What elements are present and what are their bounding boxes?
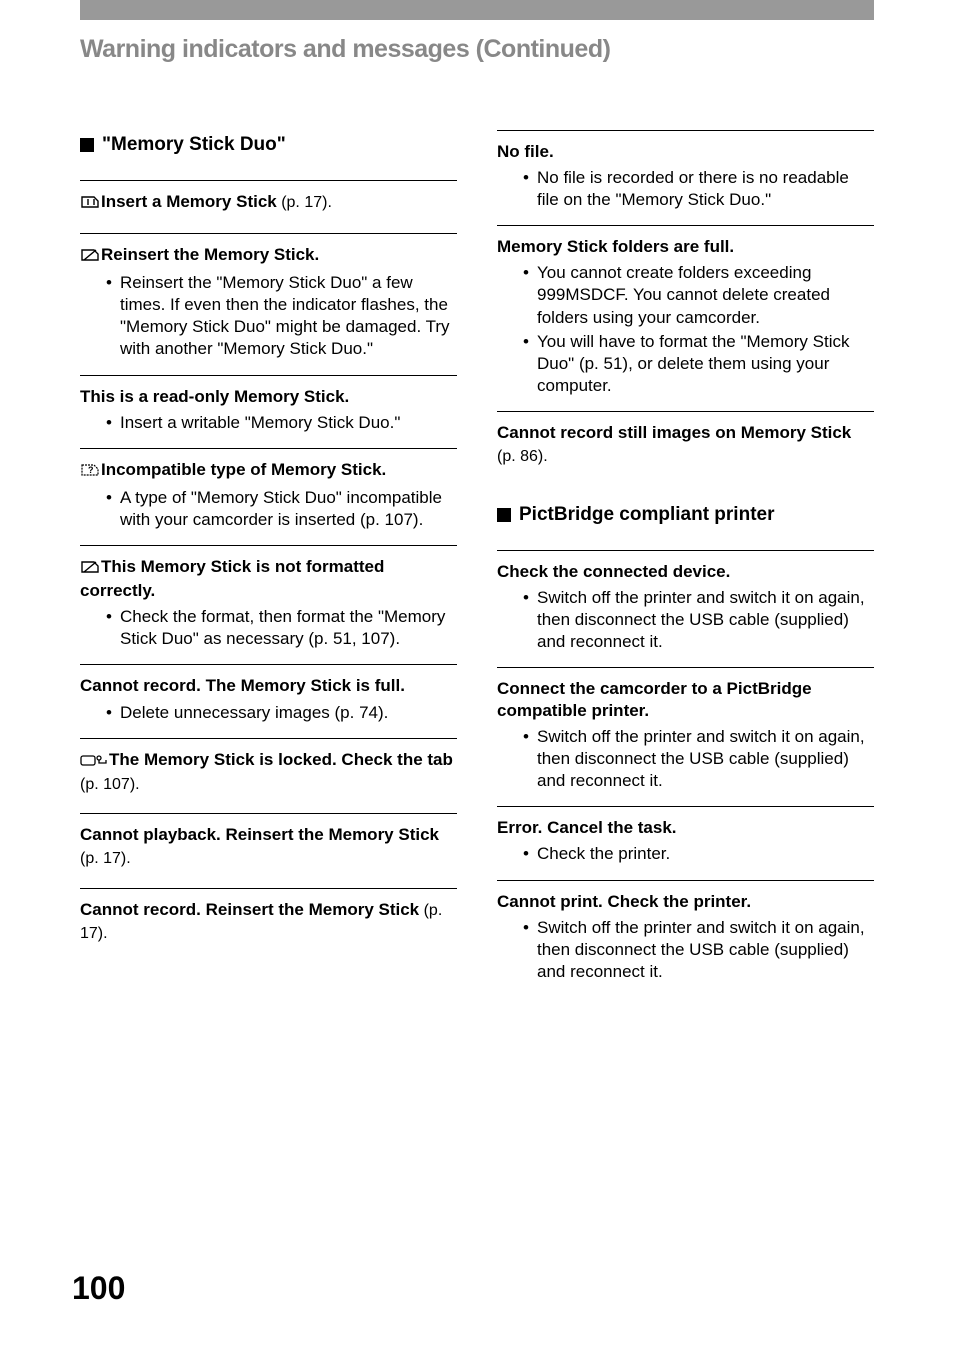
bullet-list: Switch off the printer and switch it on … [497, 726, 874, 792]
entry: ? Incompatible type of Memory Stick. A t… [80, 448, 457, 545]
entry-title-text: Check the connected device. [497, 562, 730, 581]
entry-ref: (p. 17). [277, 194, 332, 211]
page-number: 100 [72, 1270, 125, 1307]
entry: Insert a Memory Stick (p. 17). [80, 180, 457, 233]
entry-title: Cannot record still images on Memory Sti… [497, 422, 874, 468]
bullet-item: Delete unnecessary images (p. 74). [120, 702, 457, 724]
bullet-list: You cannot create folders exceeding 999M… [497, 262, 874, 397]
content-area: "Memory Stick Duo" Insert a Memory Stick… [80, 130, 874, 997]
entry-title-text: Cannot print. Check the printer. [497, 892, 751, 911]
entry-title-text: Incompatible type of Memory Stick. [101, 460, 386, 479]
svg-text:?: ? [88, 465, 94, 475]
left-column: "Memory Stick Duo" Insert a Memory Stick… [80, 130, 457, 997]
entry-title: This is a read-only Memory Stick. [80, 386, 457, 408]
entry-title-text: This Memory Stick is not formatted corre… [80, 557, 384, 600]
entry: Connect the camcorder to a PictBridge co… [497, 667, 874, 806]
entry-title: Cannot print. Check the printer. [497, 891, 874, 913]
bullet-item: Reinsert the "Memory Stick Duo" a few ti… [120, 272, 457, 360]
entry-ref: (p. 107). [80, 776, 140, 793]
bullet-item: No file is recorded or there is no reada… [537, 167, 874, 211]
entry-title-text: Memory Stick folders are full. [497, 237, 734, 256]
entry-title: Error. Cancel the task. [497, 817, 874, 839]
entry-ref: (p. 17). [80, 850, 131, 867]
bullet-item: Check the format, then format the "Memor… [120, 606, 457, 650]
entry-title: ? Incompatible type of Memory Stick. [80, 459, 457, 483]
entry-title-text: Connect the camcorder to a PictBridge co… [497, 679, 812, 720]
entry: Reinsert the Memory Stick. Reinsert the … [80, 233, 457, 374]
bullet-list: Reinsert the "Memory Stick Duo" a few ti… [80, 272, 457, 360]
entry-title: Reinsert the Memory Stick. [80, 244, 457, 268]
nowrite-icon [80, 246, 100, 268]
bullet-item: Switch off the printer and switch it on … [537, 726, 874, 792]
entry-title-text: Cannot record. Reinsert the Memory Stick [80, 900, 419, 919]
section-heading-text: "Memory Stick Duo" [102, 134, 286, 156]
entry-title-text: Cannot record. The Memory Stick is full. [80, 676, 405, 695]
bullet-list: Delete unnecessary images (p. 74). [80, 702, 457, 724]
section-heading-pictbridge: PictBridge compliant printer [497, 504, 874, 526]
entry-title-text: Cannot playback. Reinsert the Memory Sti… [80, 825, 439, 844]
bullet-item: Switch off the printer and switch it on … [537, 587, 874, 653]
section-heading-text: PictBridge compliant printer [519, 504, 774, 526]
bullet-item: A type of "Memory Stick Duo" incompatibl… [120, 487, 457, 531]
entry-title: Cannot playback. Reinsert the Memory Sti… [80, 824, 457, 870]
unknown-icon: ? [80, 461, 100, 483]
bullet-item: Check the printer. [537, 843, 874, 865]
page-title: Warning indicators and messages (Continu… [80, 35, 610, 64]
section-heading-memory-stick: "Memory Stick Duo" [80, 134, 457, 156]
bullet-list: A type of "Memory Stick Duo" incompatibl… [80, 487, 457, 531]
entry-title: Cannot record. The Memory Stick is full. [80, 675, 457, 697]
entry-title: Memory Stick folders are full. [497, 236, 874, 258]
entry: Check the connected device. Switch off t… [497, 550, 874, 667]
entry-title-text: No file. [497, 142, 554, 161]
entry-ref: (p. 86). [497, 448, 548, 465]
square-bullet-icon [497, 508, 511, 522]
entry-title-text: Insert a Memory Stick [101, 192, 277, 211]
entry: Cannot print. Check the printer. Switch … [497, 880, 874, 997]
entry: No file. No file is recorded or there is… [497, 130, 874, 225]
entry-title-text: The Memory Stick is locked. Check the ta… [109, 750, 453, 769]
entry: Memory Stick folders are full. You canno… [497, 225, 874, 411]
entry: Cannot record still images on Memory Sti… [497, 411, 874, 500]
bullet-list: Switch off the printer and switch it on … [497, 587, 874, 653]
entry-title: The Memory Stick is locked. Check the ta… [80, 749, 457, 796]
bullet-item: Insert a writable "Memory Stick Duo." [120, 412, 457, 434]
bullet-list: Check the printer. [497, 843, 874, 865]
entry-title: Check the connected device. [497, 561, 874, 583]
entry: Cannot record. Reinsert the Memory Stick… [80, 888, 457, 963]
bullet-item: You cannot create folders exceeding 999M… [537, 262, 874, 328]
bullet-list: Check the format, then format the "Memor… [80, 606, 457, 650]
entry: This is a read-only Memory Stick. Insert… [80, 375, 457, 448]
entry: Cannot playback. Reinsert the Memory Sti… [80, 813, 457, 888]
right-column: No file. No file is recorded or there is… [497, 130, 874, 997]
entry-title: This Memory Stick is not formatted corre… [80, 556, 457, 602]
entry: This Memory Stick is not formatted corre… [80, 545, 457, 664]
nowrite-icon [80, 558, 100, 580]
entry: The Memory Stick is locked. Check the ta… [80, 738, 457, 814]
entry-title-text: Cannot record still images on Memory Sti… [497, 423, 851, 442]
entry-title: Cannot record. Reinsert the Memory Stick… [80, 899, 457, 945]
bullet-item: You will have to format the "Memory Stic… [537, 331, 874, 397]
entry-title: No file. [497, 141, 874, 163]
entry-title: Connect the camcorder to a PictBridge co… [497, 678, 874, 722]
entry-title-text: This is a read-only Memory Stick. [80, 387, 349, 406]
entry-title-text: Error. Cancel the task. [497, 818, 677, 837]
square-bullet-icon [80, 138, 94, 152]
lock-icon [80, 751, 108, 773]
bullet-list: Switch off the printer and switch it on … [497, 917, 874, 983]
bullet-item: Switch off the printer and switch it on … [537, 917, 874, 983]
memorystick-icon [80, 193, 100, 215]
entry: Cannot record. The Memory Stick is full.… [80, 664, 457, 737]
entry-title: Insert a Memory Stick (p. 17). [80, 191, 457, 215]
bullet-list: No file is recorded or there is no reada… [497, 167, 874, 211]
top-bar [80, 0, 874, 20]
entry-title-text: Reinsert the Memory Stick. [101, 245, 319, 264]
entry: Error. Cancel the task. Check the printe… [497, 806, 874, 879]
bullet-list: Insert a writable "Memory Stick Duo." [80, 412, 457, 434]
